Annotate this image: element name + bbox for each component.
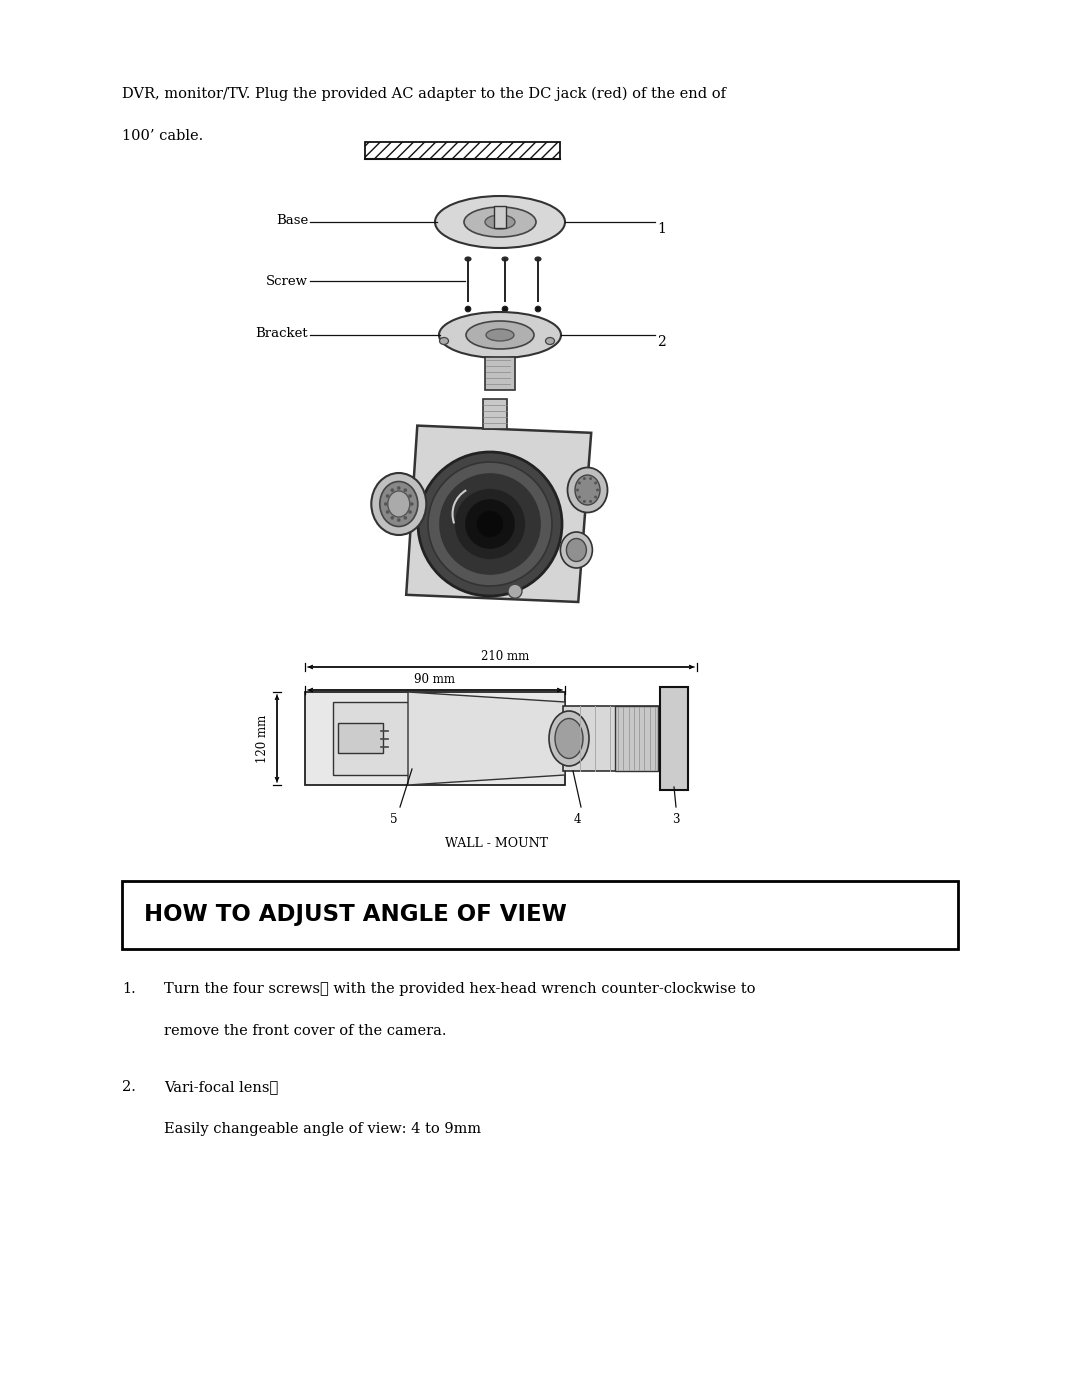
Circle shape [583,500,586,503]
Circle shape [465,500,514,548]
Ellipse shape [545,338,554,345]
Bar [365,142,561,159]
Circle shape [386,510,390,514]
Ellipse shape [464,207,536,237]
Ellipse shape [555,718,583,759]
Circle shape [508,584,522,598]
Text: Easily changeable angle of view: 4 to 9mm: Easily changeable angle of view: 4 to 9m… [164,1122,481,1136]
Ellipse shape [438,312,561,358]
Circle shape [454,488,526,560]
Circle shape [404,515,407,520]
Text: 4: 4 [573,813,581,826]
Circle shape [397,486,401,490]
Text: DVR, monitor/TV. Plug the provided AC adapter to the DC jack (red) of the end of: DVR, monitor/TV. Plug the provided AC ad… [122,87,726,102]
Text: 1.: 1. [122,982,136,996]
Circle shape [384,502,388,506]
Bar [122,882,958,949]
Bar [494,205,507,228]
Circle shape [465,306,471,312]
Circle shape [440,474,540,574]
Circle shape [428,462,552,585]
Text: 210 mm: 210 mm [481,650,529,664]
Ellipse shape [465,257,471,261]
Bar [333,703,410,775]
Circle shape [404,489,407,492]
Text: Screw: Screw [266,274,308,288]
Text: Turn the four screws① with the provided hex-head wrench counter-clockwise to: Turn the four screws① with the provided … [164,982,756,996]
Bar [660,687,688,789]
Text: 100’ cable.: 100’ cable. [122,129,203,142]
Ellipse shape [575,475,600,504]
Ellipse shape [486,330,514,341]
Circle shape [391,515,394,520]
Text: 120 mm: 120 mm [256,714,269,763]
Text: 90 mm: 90 mm [415,673,456,686]
Polygon shape [406,426,591,602]
Text: Base: Base [275,214,308,226]
Circle shape [536,306,541,312]
Bar [483,400,507,429]
Circle shape [583,478,586,481]
Circle shape [589,478,592,481]
Circle shape [578,496,581,499]
Text: Bracket: Bracket [255,327,308,339]
Bar [305,692,565,785]
Polygon shape [408,692,565,785]
Circle shape [410,502,414,506]
Bar [563,705,660,771]
Ellipse shape [435,196,565,249]
Bar [485,358,515,390]
Text: HOW TO ADJUST ANGLE OF VIEW: HOW TO ADJUST ANGLE OF VIEW [144,904,567,926]
Text: remove the front cover of the camera.: remove the front cover of the camera. [164,1024,446,1038]
Circle shape [476,510,504,538]
Text: 2.: 2. [122,1080,136,1094]
Circle shape [578,482,581,485]
Bar [615,705,658,771]
Ellipse shape [567,468,607,513]
Circle shape [594,496,597,499]
Ellipse shape [465,321,534,349]
Bar [338,722,383,753]
Text: 2: 2 [657,335,665,349]
Circle shape [589,500,592,503]
Ellipse shape [372,474,427,535]
Text: Vari-focal lens②: Vari-focal lens② [164,1080,279,1094]
Ellipse shape [485,215,515,229]
Ellipse shape [566,538,586,562]
Circle shape [397,518,401,522]
Text: WALL - MOUNT: WALL - MOUNT [445,837,548,849]
Ellipse shape [440,338,448,345]
Circle shape [576,489,579,492]
Circle shape [502,306,508,312]
Circle shape [386,495,390,497]
Text: 5: 5 [390,813,397,826]
Circle shape [391,489,394,492]
Ellipse shape [388,490,409,517]
Ellipse shape [502,257,508,261]
Circle shape [594,482,597,485]
Circle shape [596,489,599,492]
Ellipse shape [561,532,593,569]
Text: 3: 3 [672,813,679,826]
Ellipse shape [549,711,589,766]
Text: 1: 1 [657,222,666,236]
Ellipse shape [535,257,541,261]
Circle shape [418,453,562,597]
Circle shape [408,510,411,514]
Ellipse shape [380,482,418,527]
Circle shape [408,495,411,497]
